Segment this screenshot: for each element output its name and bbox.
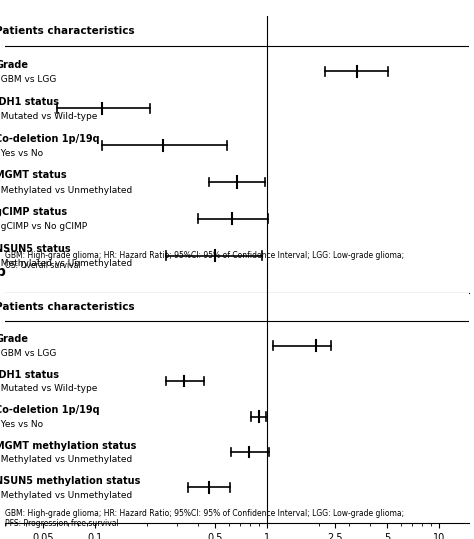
Text: NSUN5 status: NSUN5 status — [0, 244, 71, 254]
Text: Methylated vs Unmethylated: Methylated vs Unmethylated — [0, 455, 133, 464]
Text: Patients characteristics: Patients characteristics — [0, 302, 135, 312]
X-axis label: HR for OS: HR for OS — [207, 318, 267, 328]
Text: gCIMP vs No gCIMP: gCIMP vs No gCIMP — [0, 223, 88, 231]
Text: GBM: High-grade glioma; HR: Hazard Ratio; 95%CI: 95% of Confidence Interval; LGG: GBM: High-grade glioma; HR: Hazard Ratio… — [5, 251, 404, 270]
Text: NSUN5 methylation status: NSUN5 methylation status — [0, 476, 141, 486]
Text: Methylated vs Unmethylated: Methylated vs Unmethylated — [0, 259, 133, 268]
Text: GBM vs LGG: GBM vs LGG — [0, 349, 57, 358]
Text: Methylated vs Unmethylated: Methylated vs Unmethylated — [0, 490, 133, 500]
Text: Risk: Risk — [260, 381, 279, 390]
Text: Mutated vs Wild-type: Mutated vs Wild-type — [0, 112, 98, 121]
Text: Yes vs No: Yes vs No — [0, 420, 44, 429]
Text: Mutated vs Wild-type: Mutated vs Wild-type — [0, 384, 98, 393]
Text: Co-deletion 1p/19q: Co-deletion 1p/19q — [0, 134, 100, 143]
Text: b: b — [0, 265, 5, 279]
Text: Grade: Grade — [0, 334, 28, 344]
Text: Yes vs No: Yes vs No — [0, 149, 44, 158]
Text: GBM vs LGG: GBM vs LGG — [0, 75, 57, 84]
Text: gCIMP status: gCIMP status — [0, 207, 68, 217]
Text: MGMT status: MGMT status — [0, 170, 67, 181]
Text: Patients characteristics: Patients characteristics — [0, 26, 135, 36]
Text: IDH1 status: IDH1 status — [0, 370, 59, 380]
Text: Methylated vs Unmethylated: Methylated vs Unmethylated — [0, 185, 133, 195]
Text: Co-deletion 1p/19q: Co-deletion 1p/19q — [0, 405, 100, 415]
Text: IDH1 status: IDH1 status — [0, 96, 59, 107]
Text: Benefit: Benefit — [128, 381, 160, 390]
Text: GBM: High-grade glioma; HR: Hazard Ratio; 95%CI: 95% of Confidence Interval; LGG: GBM: High-grade glioma; HR: Hazard Ratio… — [5, 509, 404, 528]
Text: Grade: Grade — [0, 60, 28, 70]
Text: MGMT methylation status: MGMT methylation status — [0, 440, 137, 451]
